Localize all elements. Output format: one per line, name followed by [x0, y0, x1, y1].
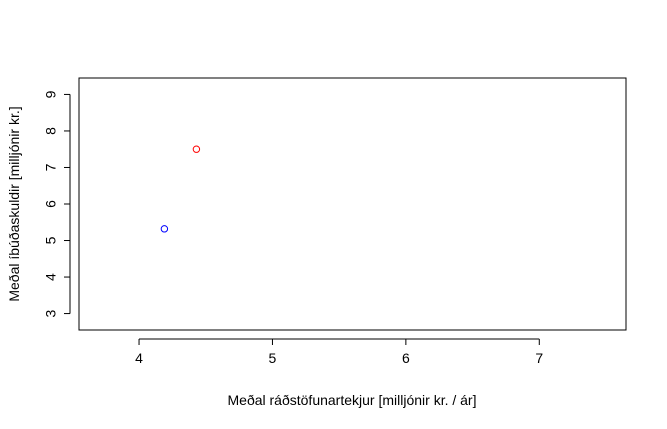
x-ticks: 4 5 6 7 — [135, 339, 543, 366]
y-tick-label: 8 — [43, 127, 59, 135]
y-tick-label: 6 — [43, 200, 59, 208]
y-tick-label: 7 — [43, 163, 59, 171]
y-tick-label: 4 — [43, 273, 59, 281]
plot-frame — [78, 77, 627, 331]
x-tick-label: 5 — [269, 350, 277, 366]
y-tick-label: 9 — [43, 90, 59, 98]
y-axis: 3 4 5 6 7 8 9 — [43, 90, 71, 317]
y-tick-label: 3 — [43, 309, 59, 317]
scatter-point — [160, 225, 169, 233]
x-tick-label: 7 — [535, 350, 543, 366]
y-tick-label: 5 — [43, 236, 59, 244]
x-tick-label: 6 — [402, 350, 410, 366]
y-axis-label: Meðal íbúðaskuldir [milljónir kr.] — [6, 106, 22, 301]
x-tick-label: 4 — [135, 350, 143, 366]
x-axis-label: Meðal ráðstöfunartekjur [milljónir kr. /… — [228, 392, 477, 408]
scatter-point — [192, 145, 201, 153]
y-ticks: 3 4 5 6 7 8 9 — [43, 90, 70, 317]
x-axis: 4 5 6 7 — [135, 338, 543, 366]
data-points — [160, 145, 201, 233]
